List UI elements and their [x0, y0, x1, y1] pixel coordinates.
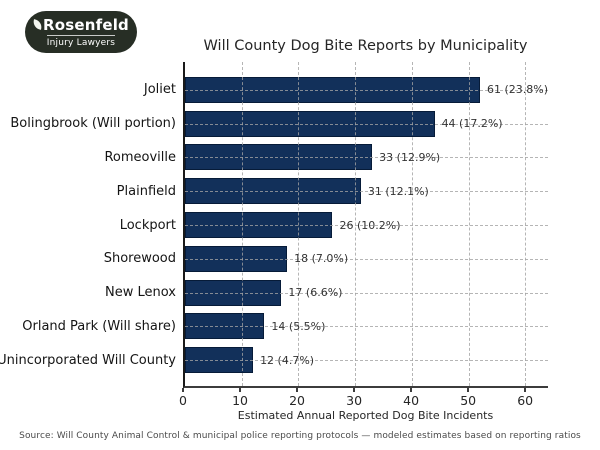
chart-row: Unincorporated Will County 12 (4.7%): [0, 343, 548, 377]
chart-row: Joliet 61 (23.8%): [144, 73, 548, 107]
category-label: Orland Park (Will share): [22, 318, 176, 334]
logo-brand-name: Rosenfeld: [32, 15, 129, 34]
x-tick-label: 0: [179, 393, 187, 408]
logo-brand-text: Rosenfeld: [42, 15, 129, 34]
bar: [185, 144, 373, 171]
value-label: 44 (17.2%): [441, 117, 503, 131]
x-tick-mark: [410, 388, 413, 392]
source-note: Source: Will County Animal Control & mun…: [19, 431, 581, 441]
bar: [185, 212, 333, 239]
x-tick-mark: [239, 388, 242, 392]
category-label: New Lenox: [105, 285, 176, 301]
value-label: 33 (12.9%): [379, 150, 441, 164]
category-label: Bolingbrook (Will portion): [10, 116, 176, 132]
chart-row: Orland Park (Will share) 14 (5.5%): [22, 309, 548, 343]
bar: [185, 76, 480, 103]
chart-row: Romeoville 33 (12.9%): [104, 141, 548, 175]
chart-row: Lockport 26 (10.2%): [120, 208, 548, 242]
bar: [185, 178, 361, 205]
leaf-icon: [32, 19, 43, 30]
x-tick-mark: [524, 388, 527, 392]
value-label: 18 (7.0%): [294, 252, 349, 266]
x-axis-label: Estimated Annual Reported Dog Bite Incid…: [237, 409, 494, 422]
bar: [185, 245, 288, 272]
value-label: 31 (12.1%): [367, 184, 429, 198]
plot-rows: Joliet 61 (23.8%) Bolingbrook (Will portio…: [0, 62, 548, 386]
x-tick-mark: [467, 388, 470, 392]
x-tick-label: 40: [403, 393, 420, 408]
x-tick-label: 30: [346, 393, 363, 408]
chart-row: Bolingbrook (Will portion) 44 (17.2%): [10, 107, 548, 141]
bar: [185, 110, 435, 137]
plot-area: Joliet 61 (23.8%) Bolingbrook (Will portio…: [0, 62, 548, 388]
category-label: Joliet: [143, 82, 176, 98]
x-tick-label: 10: [232, 393, 248, 408]
chart-title: Will County Dog Bite Reports by Municipa…: [203, 38, 528, 54]
value-label: 61 (23.8%): [486, 83, 548, 97]
x-tick-label: 20: [289, 393, 306, 408]
category-label: Lockport: [119, 217, 176, 233]
x-tick-mark: [182, 388, 184, 392]
category-label: Romeoville: [104, 149, 176, 165]
logo-tagline: Injury Lawyers: [46, 34, 116, 48]
x-tick-mark: [353, 388, 356, 392]
x-tick-label: 50: [460, 393, 477, 408]
value-label: 14 (5.5%): [271, 319, 326, 333]
category-label: Plainfield: [116, 183, 176, 199]
bar: [185, 279, 282, 306]
chart-row: Shorewood 18 (7.0%): [104, 242, 548, 276]
bar: [185, 313, 265, 340]
x-tick-label: 60: [517, 393, 534, 408]
value-label: 26 (10.2%): [339, 218, 401, 232]
value-label: 17 (6.6%): [288, 286, 343, 300]
category-label: Shorewood: [103, 251, 176, 267]
chart-row: New Lenox 17 (6.6%): [105, 276, 548, 310]
x-tick-mark: [296, 388, 299, 392]
bar: [185, 347, 254, 374]
chart-row: Plainfield 31 (12.1%): [117, 174, 548, 208]
category-label: Unincorporated Will County: [0, 352, 176, 368]
value-label: 12 (4.7%): [260, 353, 315, 367]
rosenfeld-logo: Rosenfeld Injury Lawyers: [25, 11, 137, 53]
x-axis: 0 10 20 30 40 50 60: [179, 388, 548, 412]
